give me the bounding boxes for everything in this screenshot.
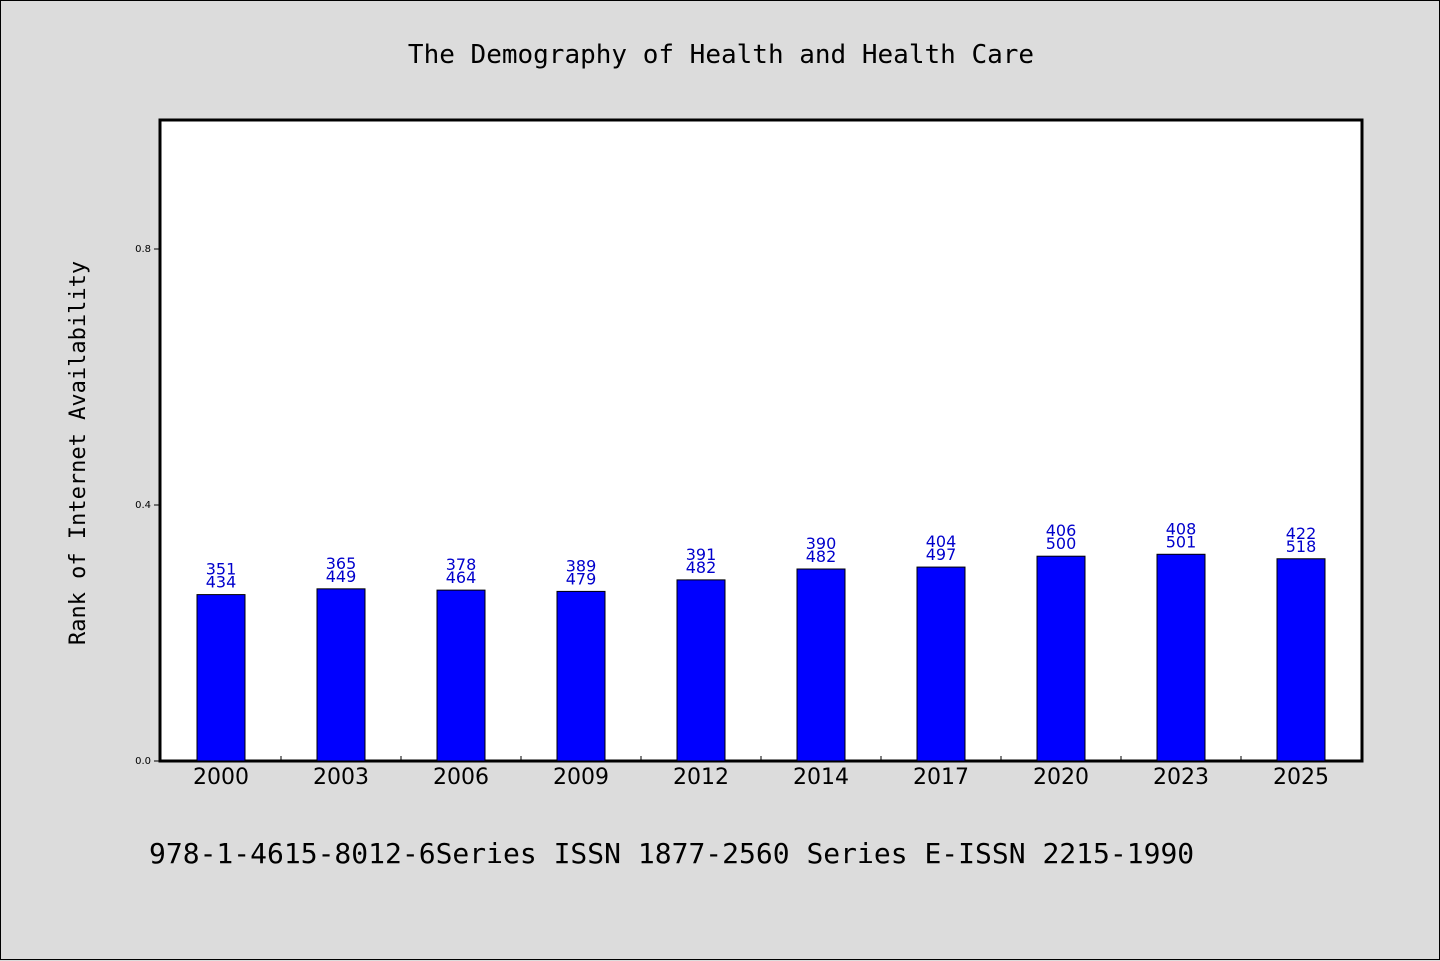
bar-2003: [316, 588, 366, 762]
data-label-bottom-2009: 479: [566, 569, 597, 588]
data-label-bottom-2023: 501: [1166, 532, 1197, 551]
data-label-bottom-2020: 500: [1046, 534, 1077, 553]
x-tick-label-2023: 2023: [1153, 765, 1209, 790]
y-tick-label: 0.8: [135, 244, 151, 255]
data-label-top-2023: 408: [1166, 519, 1197, 538]
data-label-top-2012: 391: [686, 545, 717, 564]
x-tick-label-2012: 2012: [673, 765, 729, 790]
data-label-bottom-2006: 464: [446, 568, 477, 587]
data-label-bottom-2012: 482: [686, 558, 717, 577]
chart-title: The Demography of Health and Health Care: [408, 40, 1034, 70]
data-label-top-2014: 390: [806, 534, 837, 553]
x-tick-label-2003: 2003: [313, 765, 369, 790]
bar-2014: [796, 568, 846, 762]
data-label-bottom-2017: 497: [926, 545, 957, 564]
x-tick-label-2020: 2020: [1033, 765, 1089, 790]
x-tick-label-2017: 2017: [913, 765, 969, 790]
data-label-bottom-2000: 434: [206, 573, 237, 592]
x-tick-label-2025: 2025: [1273, 765, 1329, 790]
y-tick-label: 0.0: [135, 756, 151, 767]
data-label-top-2017: 404: [926, 532, 957, 551]
bars-layer: [196, 553, 1326, 762]
data-label-top-2000: 351: [206, 560, 237, 579]
bar-2000: [196, 594, 246, 762]
y-tick-label: 0.4: [135, 500, 151, 511]
data-label-bottom-2025: 518: [1286, 537, 1317, 556]
data-label-bottom-2014: 482: [806, 547, 837, 566]
x-axis: 2000 2003 2006 2009 2012 2014 2017 2020 2023 2025: [193, 756, 1329, 790]
x-tick-label-2009: 2009: [553, 765, 609, 790]
footer-isbn-text: 978-1-4615-8012-6Series ISSN 1877-2560 S…: [149, 837, 1194, 870]
bar-2017: [916, 566, 966, 762]
bar-2023: [1156, 553, 1206, 762]
bar-2020: [1036, 555, 1086, 762]
x-tick-label-2000: 2000: [193, 765, 249, 790]
data-label-top-2009: 389: [566, 556, 597, 575]
bar-2025: [1276, 558, 1326, 762]
y-axis: 0.0 0.4 0.8: [135, 244, 161, 767]
x-tick-label-2006: 2006: [433, 765, 489, 790]
bar-2006: [436, 589, 486, 762]
data-label-top-2020: 406: [1046, 521, 1077, 540]
bar-2009: [556, 590, 606, 762]
data-label-bottom-2003: 449: [326, 567, 357, 586]
data-label-top-2003: 365: [326, 554, 357, 573]
data-label-top-2006: 378: [446, 555, 477, 574]
data-label-top-2025: 422: [1286, 524, 1317, 543]
y-axis-label: Rank of Internet Availability: [66, 261, 91, 645]
bar-2012: [676, 579, 726, 762]
data-labels-layer: 3514343654493784643894793914823904824044…: [206, 519, 1317, 591]
x-tick-label-2014: 2014: [793, 765, 849, 790]
